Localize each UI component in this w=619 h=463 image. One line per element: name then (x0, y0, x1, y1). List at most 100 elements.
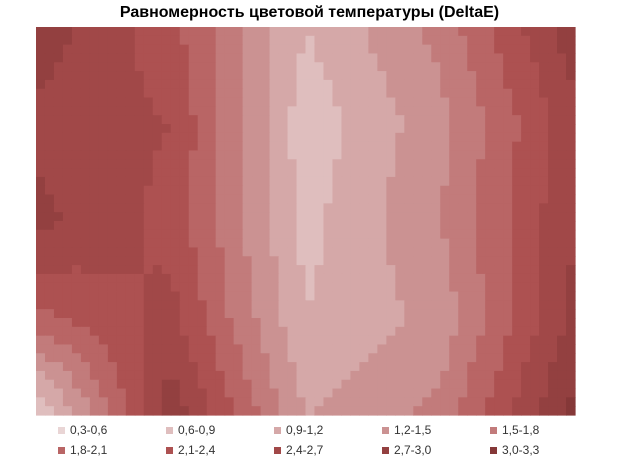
heatmap-cell (197, 159, 208, 169)
heatmap-cell (296, 168, 307, 178)
heatmap-cell (179, 194, 190, 204)
heatmap-cell (134, 309, 145, 319)
heatmap-cell (134, 406, 145, 416)
heatmap-cell (530, 309, 540, 319)
heatmap-cell (260, 132, 271, 143)
heatmap-cell (566, 318, 576, 328)
heatmap-cell (36, 326, 46, 337)
heatmap-cell (467, 44, 477, 55)
heatmap-cell (359, 71, 369, 81)
heatmap-cell (557, 141, 567, 152)
heatmap-cell (44, 115, 55, 125)
heatmap-cell (98, 370, 109, 381)
heatmap-cell (431, 106, 441, 116)
heatmap-cell (179, 344, 190, 354)
heatmap-cell (413, 212, 423, 222)
heatmap-cell (539, 176, 549, 187)
heatmap-cell (467, 53, 477, 63)
heatmap-cell (458, 150, 468, 160)
heatmap-cell (548, 362, 558, 372)
heatmap-cell (566, 300, 576, 310)
heatmap-cell (44, 397, 55, 407)
heatmap-cell (467, 318, 477, 328)
heatmap-cell (296, 309, 307, 319)
heatmap-cell (98, 97, 109, 107)
heatmap-cell (503, 71, 513, 81)
heatmap-cell (197, 309, 208, 319)
heatmap-cell (305, 176, 316, 187)
heatmap-cell (242, 344, 253, 354)
heatmap-cell (188, 388, 199, 398)
heatmap-cell (116, 88, 127, 99)
heatmap-cell (89, 159, 100, 169)
heatmap-cell (53, 309, 64, 319)
heatmap-cell (323, 44, 334, 55)
heatmap-cell (440, 53, 450, 63)
heatmap-cell (539, 150, 549, 160)
heatmap-cell (566, 97, 576, 107)
heatmap-cell (530, 388, 540, 398)
heatmap-cell (467, 247, 477, 257)
heatmap-cell (557, 406, 567, 416)
heatmap-cell (485, 370, 495, 381)
heatmap-cell (269, 326, 280, 337)
heatmap-cell (323, 309, 334, 319)
heatmap-cell (440, 273, 450, 284)
heatmap-cell (224, 35, 235, 46)
heatmap-cell (125, 150, 136, 160)
heatmap-cell (242, 35, 253, 46)
heatmap-cell (206, 265, 217, 275)
heatmap-cell (188, 53, 199, 63)
heatmap-cell (197, 221, 208, 231)
heatmap-cell (161, 88, 172, 99)
heatmap-cell (422, 397, 432, 407)
heatmap-cell (503, 300, 513, 310)
heatmap-cell (386, 379, 396, 390)
heatmap-cell (224, 273, 235, 284)
heatmap-cell (521, 379, 531, 390)
heatmap-cell (80, 221, 91, 231)
heatmap-cell (251, 291, 262, 301)
heatmap-cell (476, 62, 486, 72)
heatmap-cell (215, 71, 226, 81)
heatmap-cell (395, 53, 405, 63)
heatmap-cell (125, 35, 136, 46)
heatmap-cell (215, 97, 226, 107)
heatmap-cell (404, 124, 414, 134)
heatmap-cell (458, 238, 468, 249)
heatmap-cell (539, 379, 549, 390)
heatmap-cell (548, 370, 558, 381)
heatmap-cell (296, 97, 307, 107)
heatmap-cell (332, 397, 343, 407)
heatmap-cell (548, 265, 558, 275)
heatmap-cell (36, 221, 46, 231)
heatmap-cell (485, 124, 495, 134)
heatmap-cell (260, 106, 271, 116)
heatmap-cell (341, 35, 352, 46)
heatmap-cell (512, 168, 522, 178)
heatmap-cell (323, 79, 334, 90)
heatmap-cell (161, 194, 172, 204)
heatmap-cell (170, 388, 181, 398)
heatmap-cell (152, 388, 163, 398)
heatmap-cell (53, 159, 64, 169)
heatmap-cell (215, 309, 226, 319)
heatmap-cell (98, 379, 109, 390)
heatmap-cell (251, 150, 262, 160)
heatmap-cell (395, 212, 405, 222)
heatmap-cell (36, 265, 46, 275)
heatmap-cell (323, 159, 334, 169)
heatmap-cell (413, 247, 423, 257)
heatmap-cell (350, 362, 360, 372)
heatmap-cell (404, 238, 414, 249)
heatmap-cell (440, 35, 450, 46)
legend-swatch (58, 426, 65, 434)
heatmap-cell (404, 71, 414, 81)
heatmap-cell (251, 62, 262, 72)
heatmap-cell (98, 406, 109, 416)
heatmap-cell (314, 282, 325, 293)
heatmap-cell (359, 362, 369, 372)
heatmap-cell (512, 79, 522, 90)
heatmap-cell (44, 379, 55, 390)
